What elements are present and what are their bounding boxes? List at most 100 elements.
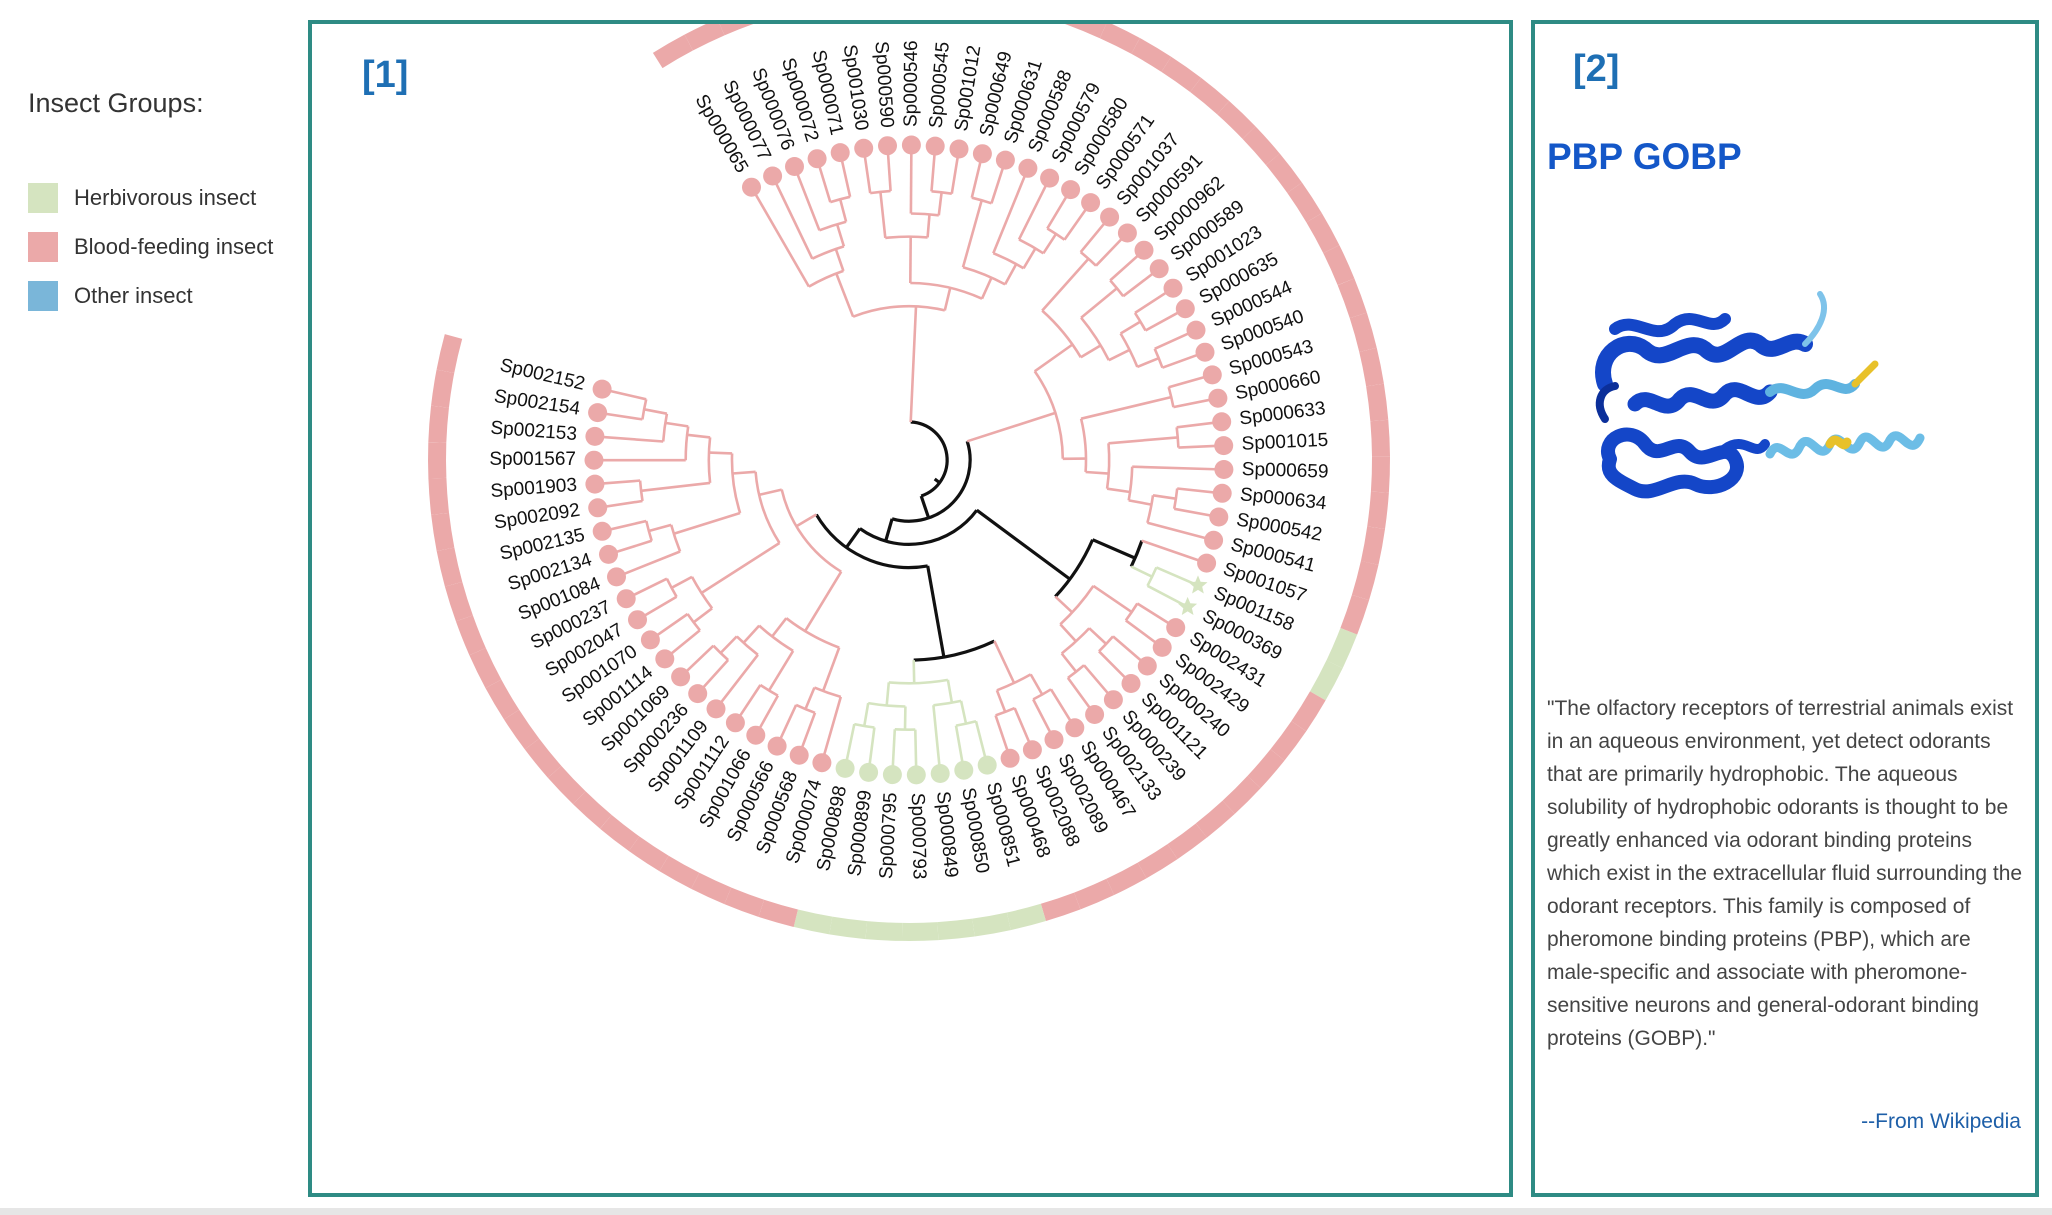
group-band-segment <box>972 912 1011 937</box>
leaf-label: Sp001567 <box>489 449 576 470</box>
legend-item-other[interactable]: Other insect <box>28 271 298 320</box>
leaf-marker <box>906 765 926 785</box>
tree-branch <box>1080 344 1102 359</box>
tree-branch-arc <box>638 480 644 502</box>
tree-branch <box>750 186 811 288</box>
tree-branch <box>1054 595 1074 614</box>
legend-swatch-blood-feeding <box>28 231 58 262</box>
leaf-marker <box>1197 553 1217 573</box>
tree-branch-arc <box>818 220 847 232</box>
leaf-marker <box>585 474 605 494</box>
group-band-segment <box>1287 182 1322 223</box>
leaf-marker <box>607 567 626 587</box>
tree-branch <box>821 647 841 692</box>
legend-item-herbivorous[interactable]: Herbivorous insect <box>28 173 298 222</box>
group-band-segment <box>469 647 502 689</box>
leaf-marker <box>1040 168 1060 188</box>
leaf-marker <box>599 544 618 564</box>
leaf-label: Sp000849 <box>932 790 962 878</box>
group-band-segment <box>1370 419 1390 457</box>
tree-branch <box>643 408 668 415</box>
phylogenetic-tree-panel: [1] Sp000065 Sp000077 Sp000076 Sp000072 Sp00… <box>308 20 1513 1197</box>
group-band-segment <box>1337 278 1367 319</box>
tree-branch <box>879 191 887 239</box>
tree-branch <box>673 511 741 536</box>
group-band-segment <box>1265 153 1302 193</box>
tree-branch <box>959 700 968 724</box>
protein-info-panel: [2] PBP GOBP "The olfactory receptors of… <box>1531 20 2039 1197</box>
tree-branch <box>1136 356 1160 369</box>
leaf-star-marker <box>1178 596 1198 615</box>
tree-branch <box>926 214 931 238</box>
tree-branch <box>966 411 1056 443</box>
description-quote: "The olfactory receptors of terrestrial … <box>1547 697 2023 1050</box>
leaf-marker <box>1022 740 1042 760</box>
leaf-marker <box>930 764 950 783</box>
tree-branch-arc <box>645 520 653 542</box>
leaf-marker <box>588 403 608 423</box>
group-band-segment <box>1270 721 1307 761</box>
leaf-marker <box>882 765 902 785</box>
tree-branch <box>665 421 689 428</box>
leaf-marker <box>1214 436 1234 456</box>
tree-branch <box>1092 584 1133 614</box>
leaf-marker <box>807 149 827 169</box>
tree-branch-arc <box>913 639 996 662</box>
leaf-label: Sp000634 <box>1239 484 1328 514</box>
group-band-segment <box>758 899 799 927</box>
leaf-marker <box>785 157 804 176</box>
group-band-segment <box>455 615 486 656</box>
phylogenetic-tree: Sp000065Sp000077Sp000076Sp000072Sp000071… <box>428 24 1391 941</box>
group-band-segment <box>1067 24 1107 39</box>
tree-branch-arc <box>1124 602 1139 622</box>
tree-branch-arc <box>1080 316 1110 361</box>
group-band-segment <box>1367 491 1389 529</box>
group-band-segment <box>719 24 754 36</box>
tree-branch <box>926 565 946 658</box>
group-band-segment <box>524 738 562 778</box>
group-band-segment <box>937 918 975 941</box>
tree-branch-arc <box>1119 332 1139 368</box>
tree-branch-arc <box>992 251 1025 270</box>
tree-branch <box>640 481 711 493</box>
leaf-marker <box>1137 656 1157 676</box>
tree-branch <box>975 508 1071 581</box>
leaf-marker <box>1018 158 1038 178</box>
tree-branch <box>758 488 782 497</box>
tree-branch-arc <box>686 613 701 632</box>
leaf-marker <box>588 498 608 518</box>
source-link[interactable]: --From Wikipedia <box>1861 1110 2021 1133</box>
legend-item-blood-feeding[interactable]: Blood-feeding insect <box>28 222 298 271</box>
tree-branch <box>795 513 817 528</box>
tree-branch <box>1146 584 1189 609</box>
tree-branch <box>820 696 843 764</box>
tree-branch-arc <box>661 413 669 442</box>
tree-branch-arc <box>1175 427 1180 448</box>
leaf-marker <box>1085 705 1105 724</box>
leaf-marker <box>995 150 1015 170</box>
group-band-segment <box>1161 56 1202 93</box>
leaf-marker <box>592 521 612 541</box>
tree-branch <box>1059 623 1077 643</box>
tree-branch-arc <box>669 524 682 552</box>
tree-branch-arc <box>1167 386 1175 408</box>
leaf-label: Sp000795 <box>876 792 902 880</box>
leaf-marker <box>830 143 850 163</box>
tree-branch-arc <box>910 212 939 217</box>
group-band-segment <box>1190 77 1230 115</box>
leaf-marker <box>1186 320 1206 340</box>
leaf-marker <box>878 136 897 156</box>
leaf-marker <box>742 177 761 197</box>
tree-branch-arc <box>754 471 781 544</box>
tree-branch <box>1088 627 1108 645</box>
leaf-marker <box>1163 278 1183 298</box>
group-band-segment <box>1074 878 1115 910</box>
legend: Insect Groups: Herbivorous insect Blood-… <box>28 88 298 320</box>
tree-branch <box>1029 673 1044 696</box>
leaf-marker <box>767 736 787 756</box>
leaf-marker <box>1000 748 1020 768</box>
group-band-segment <box>793 909 833 935</box>
legend-label: Blood-feeding insect <box>74 233 274 259</box>
tree-branch-arc <box>780 489 842 573</box>
tree-branch <box>1085 470 1109 475</box>
